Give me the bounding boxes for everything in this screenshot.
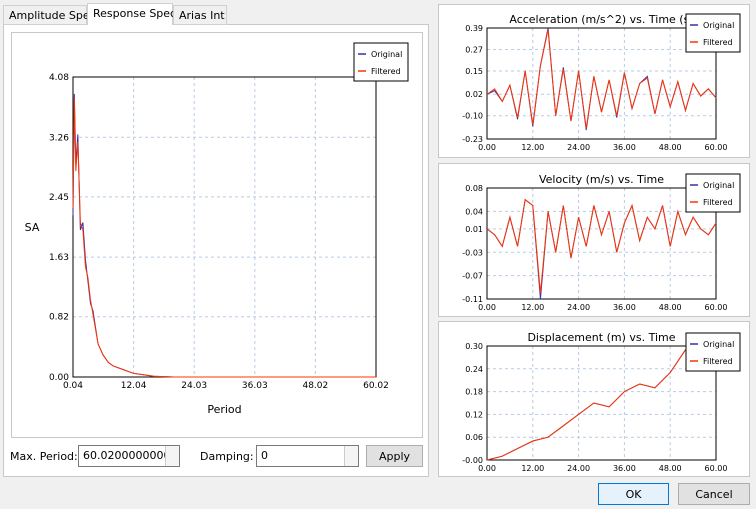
spinner[interactable] [165, 446, 179, 466]
label: Max. Period: [10, 450, 78, 463]
chart-panel [438, 163, 750, 317]
chart-panel [438, 321, 750, 477]
apply-button[interactable]: Apply [366, 445, 423, 467]
tab[interactable]: Amplitude Spec [3, 5, 96, 25]
cancel-button[interactable]: Cancel [678, 483, 750, 505]
spinner[interactable] [344, 446, 358, 466]
tab[interactable]: Arias Int [173, 5, 227, 25]
chart-panel [438, 4, 750, 158]
ok-button[interactable]: OK [598, 483, 669, 505]
damping-input[interactable]: 0 [256, 445, 359, 467]
label: Damping: [200, 450, 254, 463]
max-period-input[interactable]: 60.0200000000000 [78, 445, 180, 467]
input-text: 60.0200000000000 [83, 449, 179, 462]
input-text: 0 [261, 449, 268, 462]
tab[interactable]: Response Spec [87, 3, 176, 25]
chart-panel [11, 32, 423, 438]
